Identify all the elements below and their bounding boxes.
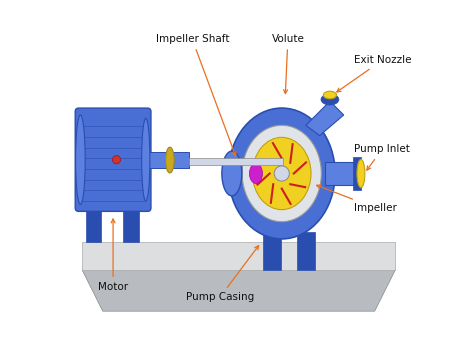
Ellipse shape: [75, 115, 85, 204]
Polygon shape: [82, 242, 395, 270]
Bar: [325, 162, 356, 185]
Ellipse shape: [253, 137, 311, 210]
Text: Impeller: Impeller: [317, 185, 397, 213]
Bar: [123, 204, 139, 242]
Polygon shape: [82, 270, 395, 311]
Bar: [189, 158, 283, 165]
Ellipse shape: [242, 125, 321, 222]
Ellipse shape: [321, 94, 339, 105]
Ellipse shape: [323, 91, 337, 99]
Ellipse shape: [165, 147, 174, 173]
Text: Impeller Shaft: Impeller Shaft: [155, 34, 236, 156]
Ellipse shape: [222, 151, 242, 196]
Ellipse shape: [357, 159, 365, 188]
Ellipse shape: [249, 163, 263, 184]
Text: Exit Nozzle: Exit Nozzle: [337, 55, 411, 92]
Text: Volute: Volute: [272, 34, 304, 94]
Bar: [85, 204, 101, 242]
Bar: [353, 157, 361, 190]
Text: Motor: Motor: [98, 219, 128, 292]
Circle shape: [274, 166, 289, 181]
Bar: [297, 232, 315, 270]
Ellipse shape: [142, 118, 150, 201]
FancyBboxPatch shape: [75, 108, 151, 211]
Text: Pump Inlet: Pump Inlet: [354, 144, 410, 170]
Circle shape: [112, 155, 121, 164]
Text: Pump Casing: Pump Casing: [186, 246, 259, 303]
Bar: [146, 152, 189, 168]
Polygon shape: [306, 101, 344, 136]
Bar: [263, 232, 281, 270]
Ellipse shape: [228, 108, 335, 239]
